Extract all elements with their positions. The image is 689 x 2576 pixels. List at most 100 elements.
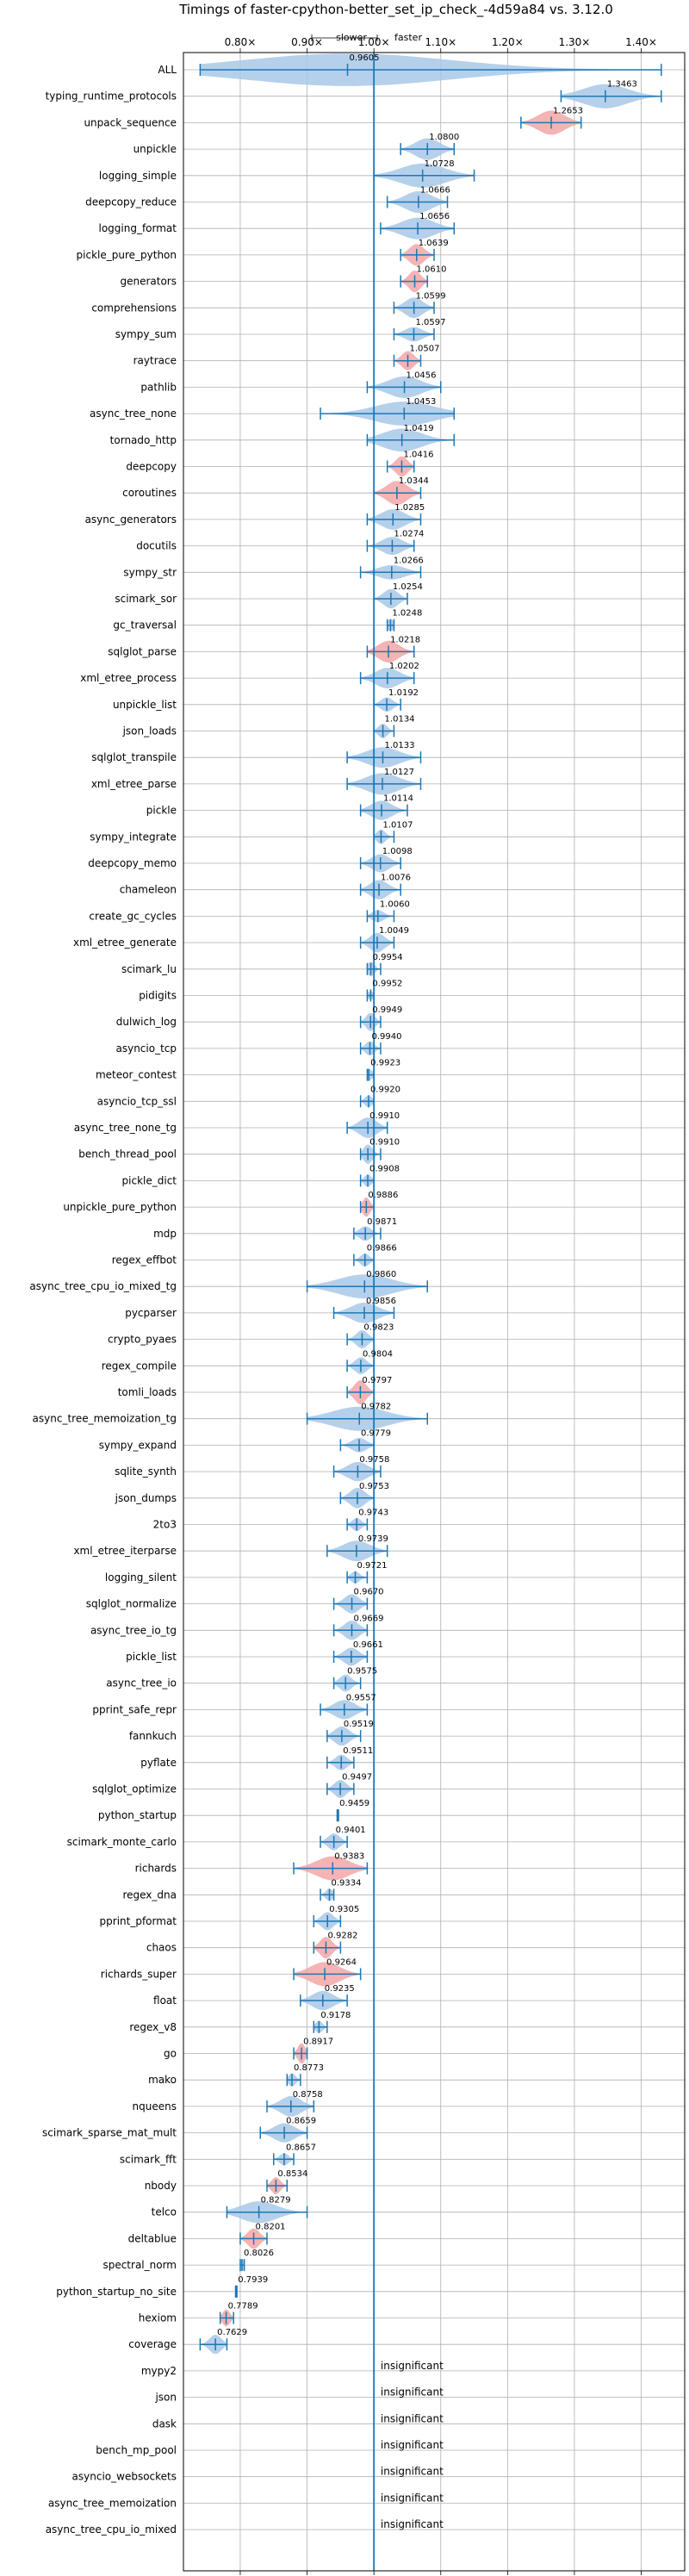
- benchmark-label: pyflate: [140, 1757, 177, 1769]
- benchmark-label: scimark_fft: [120, 2153, 177, 2165]
- value-label: 0.9779: [361, 1428, 391, 1438]
- benchmark-label: dulwich_log: [116, 1016, 177, 1028]
- benchmark-label: xml_etree_iterparse: [73, 1545, 177, 1557]
- benchmark-label: gc_traversal: [113, 619, 177, 632]
- value-label: 1.0049: [379, 926, 409, 936]
- value-label: 0.9557: [346, 1693, 376, 1702]
- benchmark-label: regex_effbot: [112, 1254, 177, 1266]
- value-label: 0.9511: [343, 1746, 373, 1756]
- benchmark-label: sqlglot_normalize: [86, 1598, 177, 1610]
- benchmark-label: pprint_pformat: [100, 1915, 177, 1927]
- benchmark-label: dask: [152, 2417, 177, 2430]
- value-label: 1.0060: [380, 899, 410, 909]
- insignificant-label: insignificant: [381, 2439, 444, 2451]
- value-label: 0.9739: [358, 1534, 388, 1544]
- benchmark-label: coverage: [128, 2338, 177, 2350]
- benchmark-label: 2to3: [153, 1519, 177, 1531]
- benchmark-label: unpickle_pure_python: [63, 1201, 177, 1213]
- benchmark-label: async_tree_io: [106, 1677, 177, 1689]
- value-label: 0.9804: [363, 1349, 393, 1359]
- benchmark-label: async_tree_io_tg: [90, 1624, 177, 1636]
- benchmark-label: pickle_dict: [122, 1174, 177, 1186]
- benchmark-label: spectral_norm: [102, 2259, 177, 2271]
- benchmark-label: chaos: [146, 1942, 177, 1954]
- x-tick-label-top: 1.20×: [492, 36, 524, 48]
- value-label: 1.0254: [393, 582, 423, 592]
- value-label: 0.9886: [368, 1191, 398, 1200]
- value-label: 0.7789: [228, 2302, 258, 2312]
- benchmark-label: scimark_monte_carlo: [67, 1836, 177, 1848]
- value-label: 0.9949: [372, 1005, 402, 1015]
- benchmark-label: sqlglot_transpile: [91, 751, 177, 763]
- value-label: 0.9871: [367, 1217, 397, 1227]
- value-label: 0.9497: [342, 1773, 372, 1783]
- benchmark-label: scimark_lu: [121, 963, 177, 975]
- value-label: 1.0133: [384, 741, 414, 750]
- value-label: 0.8659: [286, 2117, 316, 2126]
- value-label: 0.9866: [367, 1244, 397, 1254]
- value-label: 0.8917: [303, 2038, 333, 2047]
- slower-label: slower: [336, 32, 367, 43]
- benchmark-label: tornado_http: [110, 434, 177, 446]
- value-label: 0.9920: [370, 1085, 400, 1094]
- value-label: 1.0134: [385, 715, 415, 725]
- value-label: 0.9383: [334, 1852, 364, 1862]
- x-tick-label-top: 0.90×: [291, 36, 323, 48]
- benchmark-label: create_gc_cycles: [89, 910, 177, 922]
- benchmark-label: mako: [148, 2074, 177, 2086]
- value-label: 0.8657: [286, 2143, 316, 2152]
- value-label: 1.0114: [383, 794, 413, 804]
- value-label: 1.0416: [403, 451, 433, 460]
- benchmark-label: json_loads: [122, 725, 177, 737]
- value-label: 1.2653: [553, 106, 583, 115]
- benchmark-label: generators: [120, 276, 177, 288]
- value-label: 0.9908: [369, 1164, 400, 1173]
- benchmark-label: nqueens: [133, 2100, 177, 2112]
- value-label: 1.0456: [407, 370, 437, 380]
- insignificant-label: insignificant: [381, 2360, 444, 2372]
- benchmark-label: crypto_pyaes: [108, 1334, 177, 1346]
- value-label: 0.9954: [373, 953, 403, 962]
- benchmark-label: logging_simple: [99, 170, 177, 182]
- value-label: 1.0639: [419, 239, 449, 248]
- value-label: 1.0248: [392, 609, 422, 619]
- benchmark-label: sqlglot_parse: [108, 645, 177, 657]
- value-label: 0.7629: [217, 2328, 247, 2337]
- value-label: 1.0107: [382, 820, 413, 830]
- value-label: 1.0419: [404, 424, 434, 433]
- value-label: 1.0728: [425, 159, 455, 169]
- insignificant-label: insignificant: [381, 2492, 444, 2504]
- benchmark-label: comprehensions: [91, 302, 177, 314]
- value-label: 1.0599: [416, 291, 446, 301]
- value-label: 0.9923: [370, 1059, 400, 1068]
- insignificant-label: insignificant: [381, 2412, 444, 2424]
- benchmark-label: telco: [152, 2206, 177, 2218]
- benchmark-label: fannkuch: [129, 1730, 177, 1742]
- benchmark-label: json_dumps: [115, 1492, 177, 1504]
- benchmark-label: bench_mp_pool: [96, 2444, 177, 2456]
- value-label: 1.0202: [389, 662, 419, 671]
- benchmark-label: deltablue: [128, 2232, 177, 2244]
- value-label: 0.9910: [369, 1138, 400, 1148]
- value-label: 0.9305: [329, 1905, 359, 1914]
- benchmark-label: async_generators: [85, 513, 177, 526]
- value-label: 0.9670: [354, 1588, 384, 1597]
- value-label: 0.9669: [353, 1614, 383, 1623]
- value-label: 1.0218: [390, 635, 420, 644]
- benchmark-label: sqlite_synth: [115, 1465, 177, 1478]
- value-label: 0.8279: [261, 2196, 291, 2206]
- value-label: 0.9605: [350, 53, 380, 63]
- value-label: 0.9282: [327, 1932, 357, 1941]
- value-label: 0.8534: [277, 2169, 307, 2179]
- plot-frame: [183, 52, 686, 2572]
- benchmark-label: coroutines: [122, 487, 177, 499]
- benchmark-label: deepcopy: [126, 461, 177, 473]
- value-label: 0.9797: [362, 1376, 392, 1385]
- benchmark-label: pickle_list: [126, 1651, 177, 1663]
- benchmark-label: richards_super: [101, 1968, 177, 1980]
- value-label: 0.9743: [358, 1509, 388, 1518]
- benchmark-label: sympy_str: [123, 566, 177, 578]
- value-label: 0.9264: [326, 1957, 357, 1967]
- benchmark-label: deepcopy_reduce: [85, 196, 177, 208]
- value-label: 0.9823: [363, 1323, 394, 1333]
